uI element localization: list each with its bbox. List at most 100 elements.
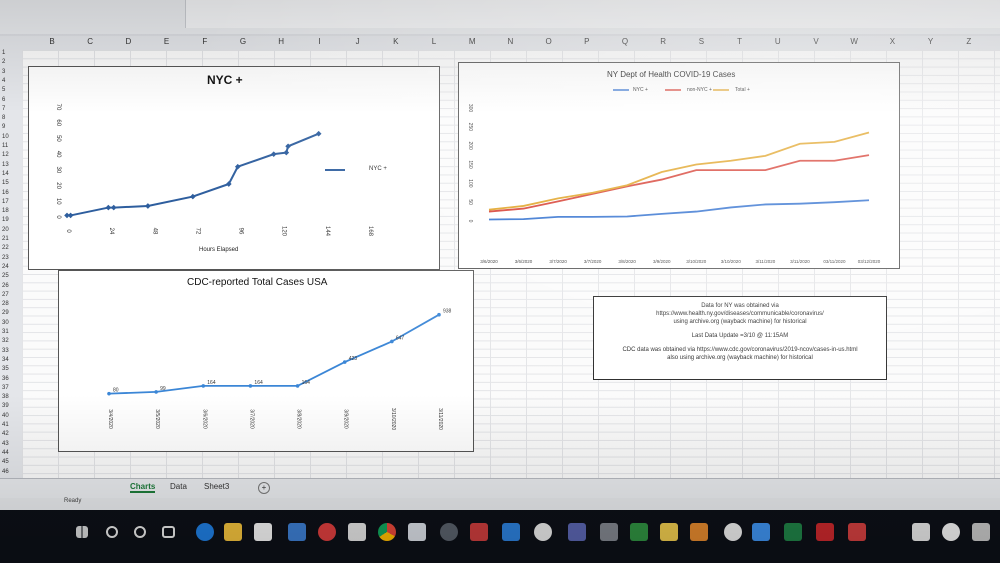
row-header-22[interactable]: 22 [2, 245, 9, 252]
edge-icon[interactable] [196, 523, 214, 541]
row-header-36[interactable]: 36 [2, 375, 9, 382]
row-header-2[interactable]: 2 [2, 59, 6, 66]
column-header-q[interactable]: Q [621, 37, 629, 46]
row-header-5[interactable]: 5 [2, 87, 6, 94]
row-header-41[interactable]: 41 [2, 422, 9, 428]
row-header-20[interactable]: 20 [2, 226, 9, 233]
column-header-g[interactable]: G [239, 37, 247, 46]
row-header-13[interactable]: 13 [2, 161, 9, 168]
row-header-24[interactable]: 24 [2, 263, 9, 270]
column-header-v[interactable]: V [813, 37, 819, 46]
column-header-z[interactable]: Z [966, 37, 972, 46]
chart-nyc[interactable]: NYC + 0 10 20 30 40 50 60 70 0 24 48 72 96 120 144 168 … [28, 66, 440, 270]
row-header-33[interactable]: 33 [2, 347, 9, 354]
row-header-4[interactable]: 4 [2, 77, 6, 84]
row-header-19[interactable]: 19 [2, 217, 9, 224]
row-header-42[interactable]: 42 [2, 431, 9, 438]
chart-nydoh[interactable]: NY Dept of Health COVID-19 Cases 0 50 100 1… [458, 62, 900, 269]
column-header-y[interactable]: Y [927, 37, 934, 46]
app-icon-16[interactable] [912, 523, 930, 541]
row-header-18[interactable]: 18 [2, 208, 9, 215]
formula-bar[interactable] [185, 0, 1000, 28]
row-header-15[interactable]: 15 [2, 180, 9, 187]
app-icon-9[interactable] [600, 523, 618, 541]
row-header-44[interactable]: 44 [2, 449, 9, 456]
column-header-j[interactable]: J [355, 37, 360, 46]
app-icon-3[interactable] [408, 523, 426, 541]
column-header-i[interactable]: I [318, 37, 321, 46]
row-header-10[interactable]: 10 [2, 133, 9, 140]
column-header-u[interactable]: U [774, 37, 781, 46]
app-icon-15[interactable] [848, 523, 866, 541]
column-header-l[interactable]: L [431, 37, 437, 46]
row-header-9[interactable]: 9 [2, 124, 6, 131]
row-header-29[interactable]: 29 [2, 310, 9, 317]
app-icon-13[interactable] [724, 523, 742, 541]
row-header-14[interactable]: 14 [2, 170, 9, 177]
row-header-39[interactable]: 39 [2, 403, 9, 410]
row-header-30[interactable]: 30 [2, 319, 9, 326]
column-header-o[interactable]: O [545, 37, 552, 46]
column-header-p[interactable]: P [584, 37, 590, 46]
app-icon-6[interactable] [502, 523, 520, 541]
notes-textbox[interactable]: Data for NY was obtained via https://www… [593, 296, 887, 380]
row-header-37[interactable]: 37 [2, 384, 9, 391]
cortana-icon[interactable] [134, 526, 146, 538]
row-header-16[interactable]: 16 [2, 189, 9, 196]
row-header-31[interactable]: 31 [2, 329, 9, 335]
row-header-25[interactable]: 25 [2, 273, 9, 280]
tab-data[interactable]: Data [170, 482, 187, 491]
app-icon-8[interactable] [568, 523, 586, 541]
row-header-1[interactable]: 1 [2, 50, 6, 56]
row-header-23[interactable]: 23 [2, 254, 9, 261]
column-header-w[interactable]: W [850, 37, 858, 46]
windows-start-icon[interactable] [76, 526, 88, 538]
row-header-40[interactable]: 40 [2, 412, 9, 419]
row-header-17[interactable]: 17 [2, 198, 9, 205]
column-header-t[interactable]: T [737, 37, 743, 46]
calculator-icon[interactable] [972, 523, 990, 541]
column-header-b[interactable]: B [49, 37, 55, 46]
row-header-43[interactable]: 43 [2, 440, 9, 447]
column-header-k[interactable]: K [393, 37, 399, 46]
tab-charts[interactable]: Charts [130, 482, 156, 493]
row-header-45[interactable]: 45 [2, 459, 9, 466]
row-header-26[interactable]: 26 [2, 282, 9, 289]
row-header-8[interactable]: 8 [2, 115, 6, 122]
row-header-38[interactable]: 38 [2, 394, 9, 401]
row-header-35[interactable]: 35 [2, 366, 9, 373]
column-header-s[interactable]: S [698, 37, 705, 46]
store-icon[interactable] [254, 523, 272, 541]
row-header-46[interactable]: 46 [2, 468, 9, 475]
row-header-6[interactable]: 6 [2, 96, 6, 103]
app-icon-10[interactable] [630, 523, 648, 541]
column-header-f[interactable]: F [202, 37, 208, 46]
chrome-icon[interactable] [378, 523, 396, 541]
row-header-27[interactable]: 27 [2, 291, 9, 298]
app-icon-14[interactable] [752, 523, 770, 541]
add-sheet-button[interactable]: + [258, 482, 270, 494]
row-header-7[interactable]: 7 [2, 105, 6, 112]
column-header-m[interactable]: M [468, 37, 476, 46]
row-header-12[interactable]: 12 [2, 152, 9, 159]
file-explorer-icon[interactable] [224, 523, 242, 541]
row-header-32[interactable]: 32 [2, 338, 9, 345]
column-header-d[interactable]: D [125, 37, 132, 46]
app-icon-5[interactable] [470, 523, 488, 541]
app-icon-2[interactable] [348, 523, 366, 541]
app-icon-1[interactable] [318, 523, 336, 541]
app-icon-7[interactable] [534, 523, 552, 541]
column-header-c[interactable]: C [87, 37, 94, 46]
filezilla-icon[interactable] [816, 523, 834, 541]
app-icon-12[interactable] [690, 523, 708, 541]
tab-sheet3[interactable]: Sheet3 [204, 482, 230, 491]
app-icon-4[interactable] [440, 523, 458, 541]
task-view-icon[interactable] [162, 526, 175, 538]
search-icon[interactable] [106, 526, 118, 538]
gear-icon[interactable] [942, 523, 960, 541]
row-header-21[interactable]: 21 [2, 236, 9, 242]
row-header-34[interactable]: 34 [2, 356, 9, 363]
column-header-h[interactable]: H [278, 37, 285, 46]
mail-icon[interactable] [288, 523, 306, 541]
excel-icon[interactable] [784, 523, 802, 541]
